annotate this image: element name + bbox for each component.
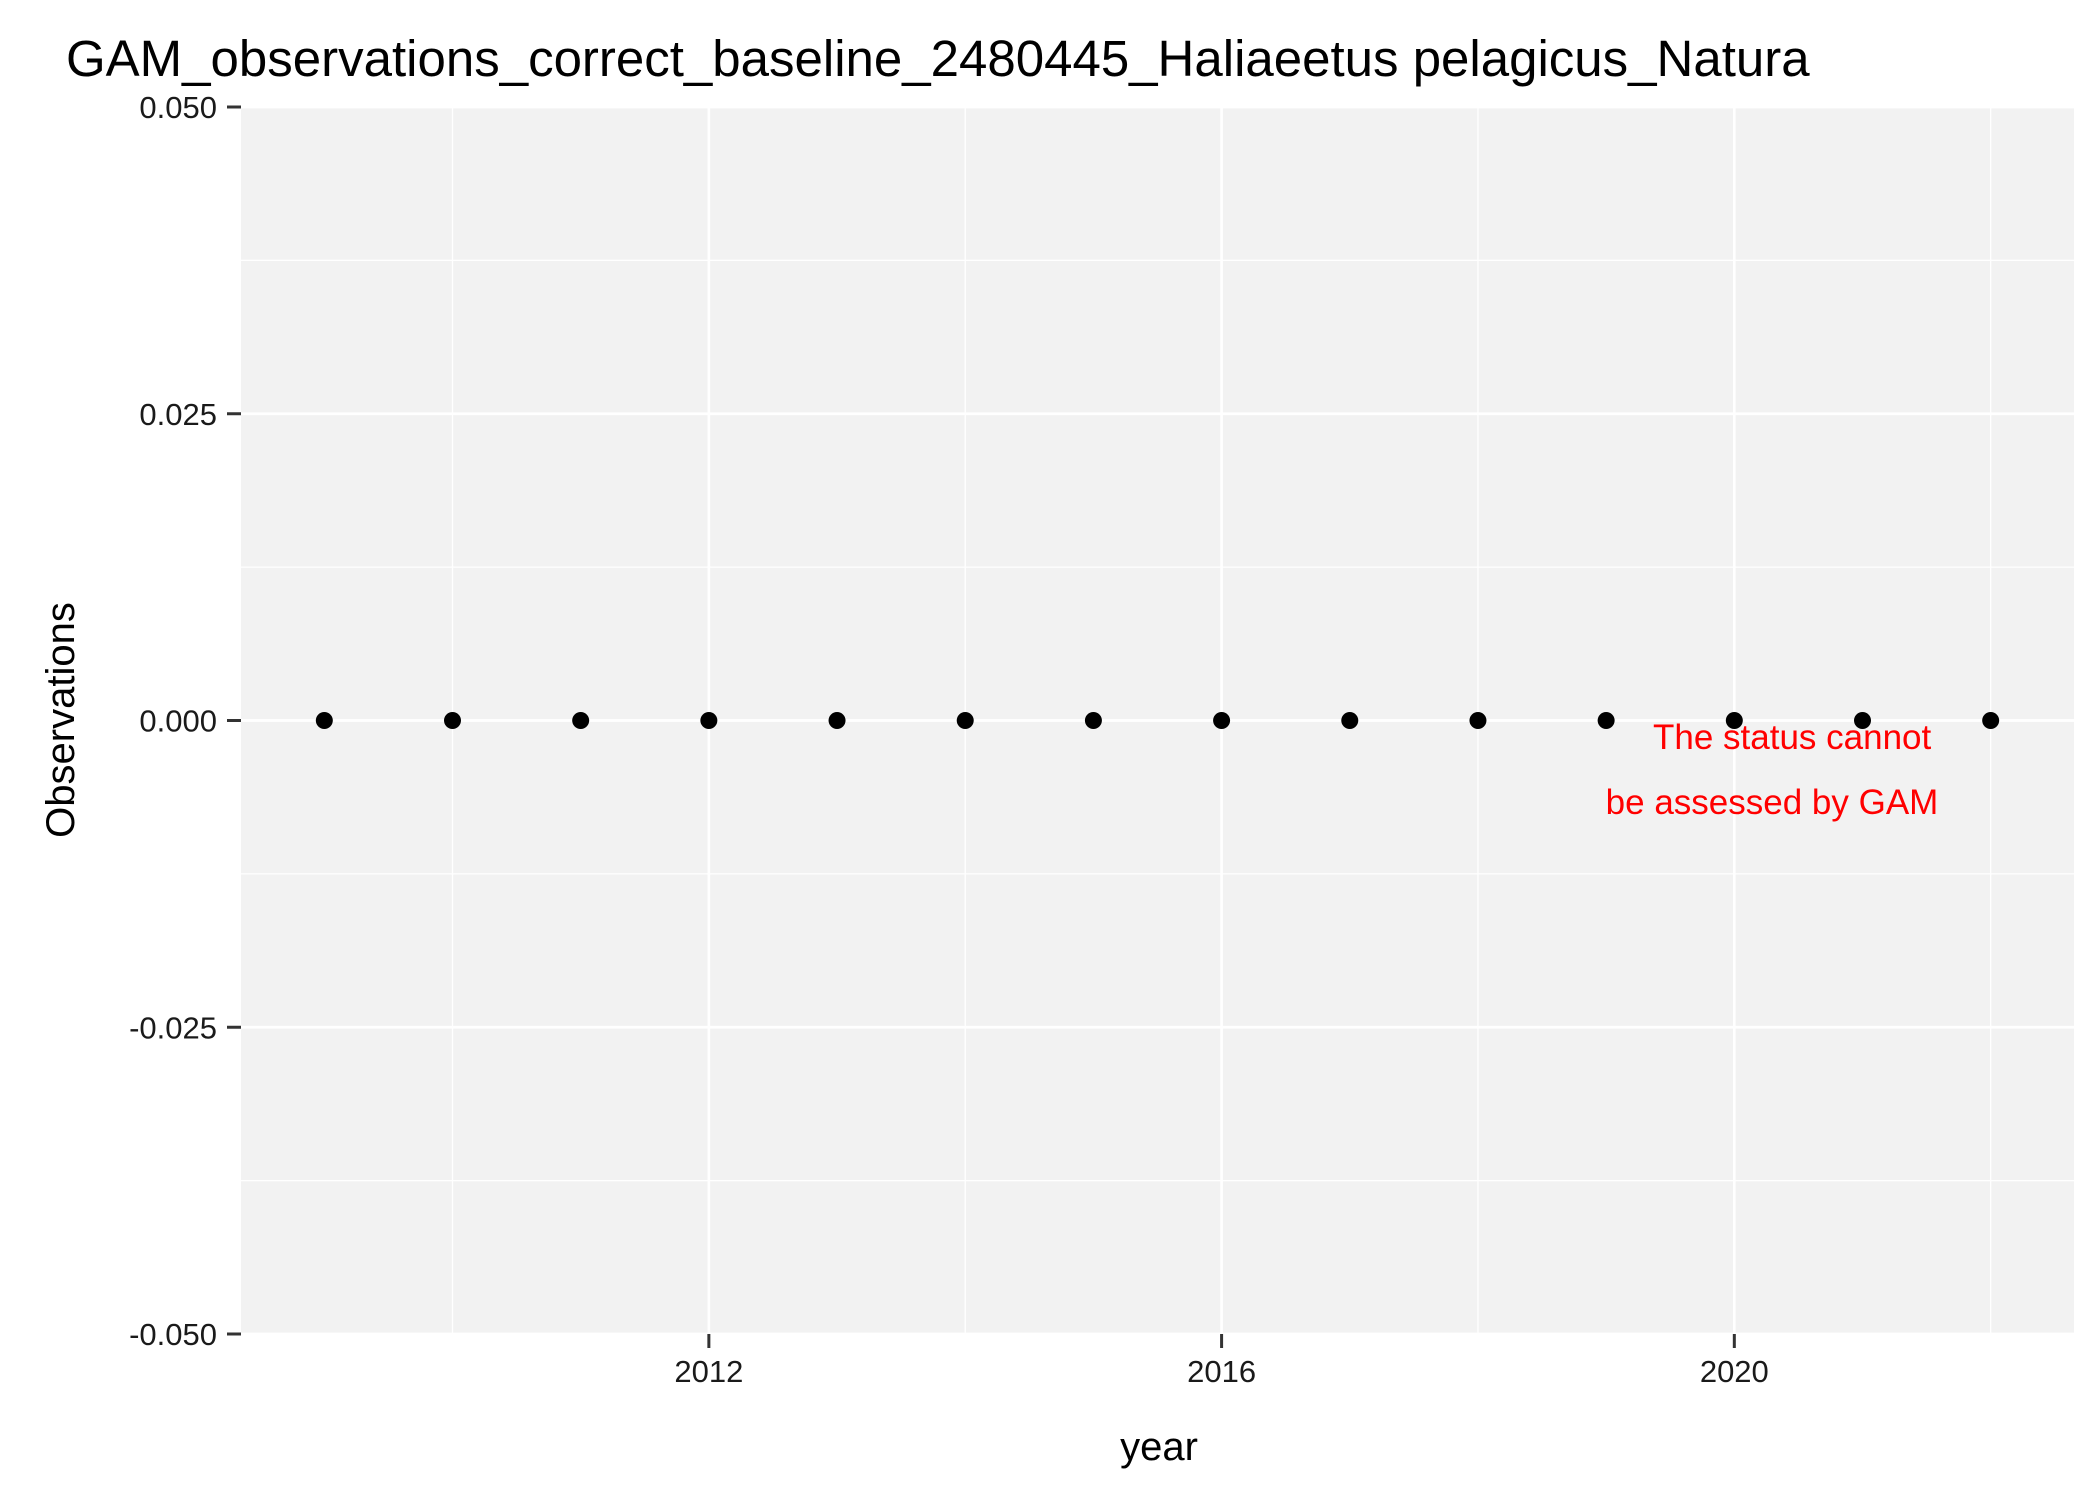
y-tick-label: 0.000 — [139, 704, 217, 739]
data-point — [1725, 712, 1743, 729]
y-axis-title: Observations — [39, 602, 83, 838]
data-point — [1469, 712, 1487, 729]
x-tick-label: 2016 — [1187, 1354, 1256, 1389]
data-point — [572, 712, 590, 729]
chart-title: GAM_observations_correct_baseline_248044… — [66, 30, 1810, 87]
y-axis: -0.050 -0.025 0.000 0.025 0.050 — [129, 90, 241, 1352]
annotation-text: The status cannot be assessed by GAM — [1606, 718, 1941, 822]
data-points — [315, 712, 2000, 729]
y-tick-label: 0.050 — [139, 90, 217, 125]
data-point — [1341, 712, 1359, 729]
data-point — [700, 712, 718, 729]
x-axis-title: year — [1120, 1425, 1198, 1469]
annotation-line-1: The status cannot — [1653, 718, 1931, 757]
annotation-line-2: be assessed by GAM — [1606, 783, 1939, 822]
y-tick-label: -0.050 — [129, 1317, 217, 1352]
data-point — [1213, 712, 1231, 729]
data-point — [1084, 712, 1102, 729]
data-point — [828, 712, 846, 729]
y-tick-label: -0.025 — [129, 1010, 217, 1045]
data-point — [1854, 712, 1871, 729]
data-point — [1597, 712, 1615, 729]
data-point — [315, 712, 333, 729]
y-tick-label: 0.025 — [139, 397, 217, 432]
data-point — [444, 712, 461, 729]
x-tick-label: 2020 — [1700, 1354, 1769, 1389]
data-point — [956, 712, 974, 729]
data-point — [1982, 712, 2000, 729]
x-axis: 2012 2016 2020 — [674, 1334, 1769, 1389]
x-tick-label: 2012 — [674, 1354, 743, 1389]
